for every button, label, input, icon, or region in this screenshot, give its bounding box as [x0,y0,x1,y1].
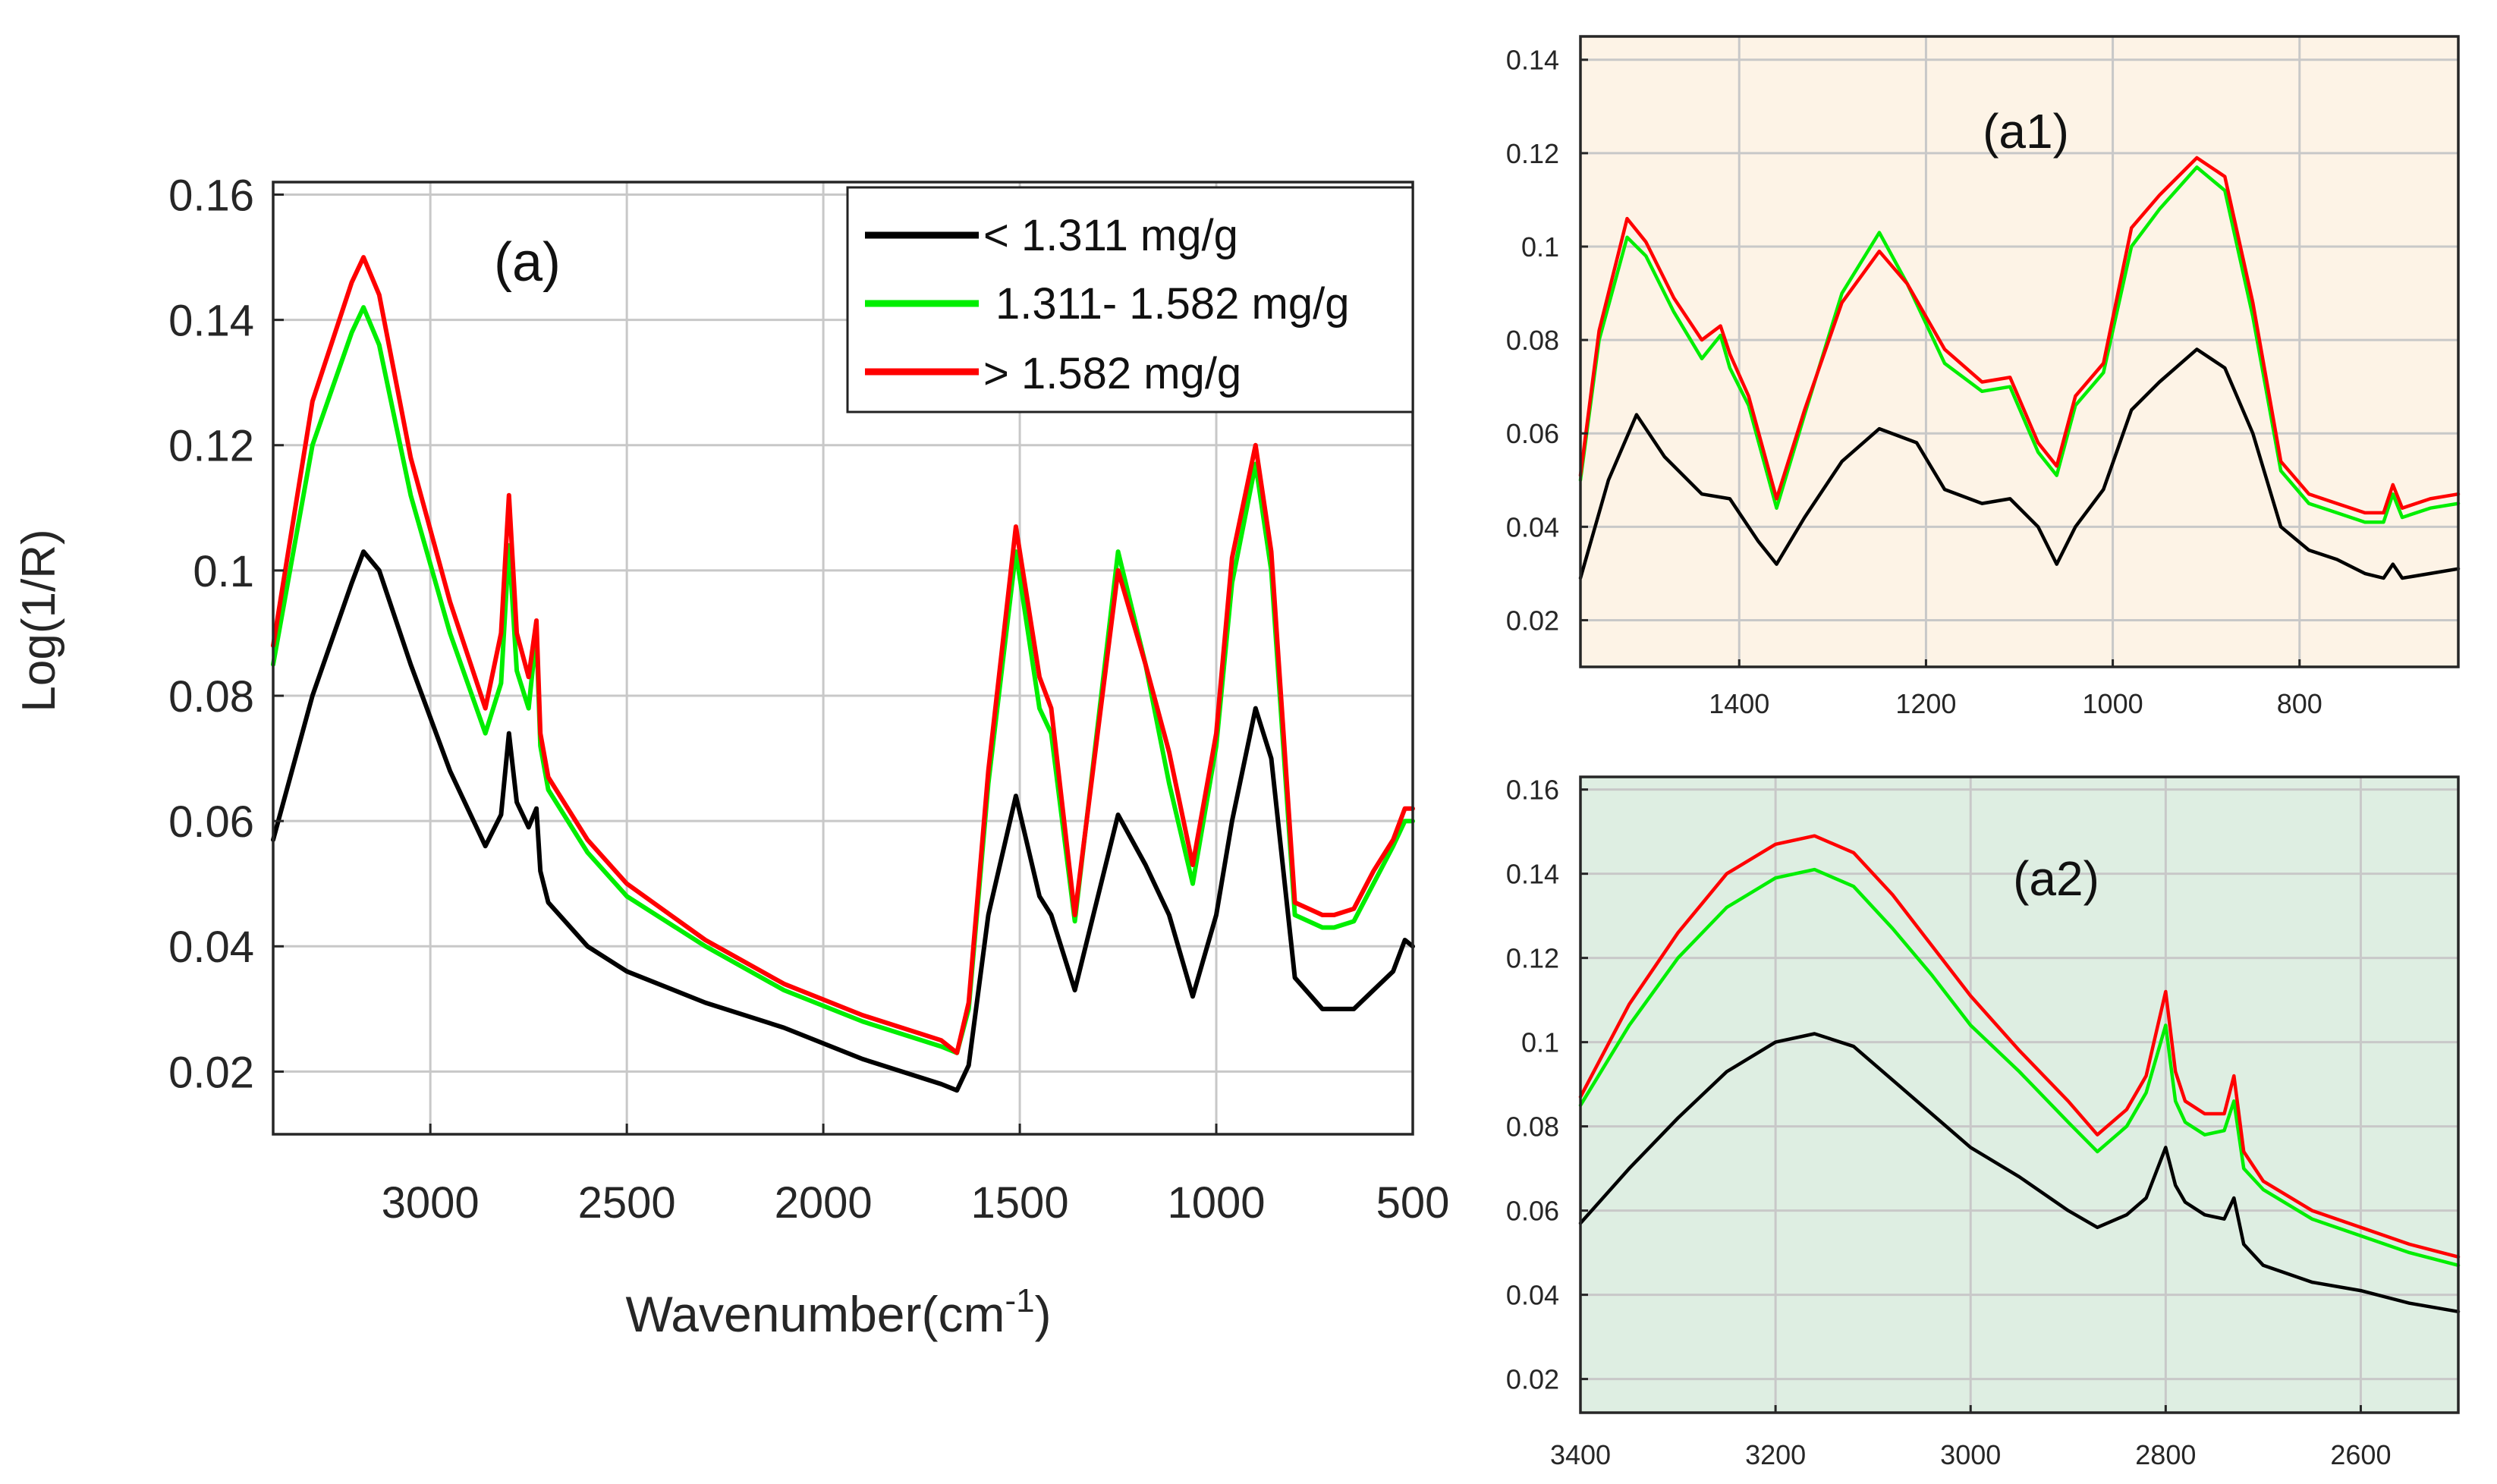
y-tick-label-a1: 0.1 [1521,231,1559,263]
series-line-a2-1 [1578,867,2461,1268]
y-tick-label-a2: 0.1 [1521,1027,1559,1058]
series-line-a-2 [271,255,1415,1055]
x-tick-label-a2: 3200 [1745,1439,1806,1470]
y-tick-label-a1: 0.14 [1506,45,1559,76]
y-tick-label-a: 0.1 [193,547,254,596]
y-tick-label-a1: 0.06 [1506,418,1559,449]
x-tick-label-a1: 800 [2277,688,2322,719]
legend: < 1.311 mg/g 1.311- 1.582 mg/g > 1.582 m… [846,186,1414,413]
axes-frame-a [272,181,1414,1136]
series-line-a1-2 [1578,156,2461,515]
y-tick-label-a2: 0.12 [1506,943,1559,974]
panel-a2: 3400 3200 3000 2800 2600 0.02 0.04 0.06 0.08 0.1 0… [1506,775,2461,1470]
x-tick-label-a: 2500 [578,1178,676,1228]
panel-title-a1: (a1) [1983,104,2069,159]
x-axis-label: Wavenumber(cm-1) [625,1282,1051,1342]
y-tick-label-a: 0.04 [168,923,254,972]
y-tick-label-a: 0.16 [168,171,254,220]
y-tick-label-a1: 0.12 [1506,138,1559,169]
y-tick-label-a: 0.14 [168,297,254,346]
x-tick-label-a1: 1000 [2083,688,2143,719]
y-axis-label: Log(1/R) [13,529,65,712]
legend-label-high: > 1.582 mg/g [983,349,1241,398]
x-axis-label-close: ) [1035,1286,1052,1342]
x-tick-label-a: 500 [1376,1178,1450,1228]
legend-label-mid: 1.311- 1.582 mg/g [995,279,1349,329]
series-line-a-0 [271,549,1415,1093]
y-tick-label-a2: 0.16 [1506,775,1559,806]
x-tick-label-a2: 3400 [1550,1439,1611,1470]
y-tick-label-a: 0.08 [168,672,254,722]
y-tick-label-a: 0.12 [168,422,254,471]
x-tick-label-a1: 1400 [1709,688,1769,719]
x-tick-label-a: 3000 [382,1178,480,1228]
y-tick-label-a1: 0.04 [1506,511,1559,542]
y-tick-label-a: 0.06 [168,797,254,847]
panel-title-a: (a) [494,232,561,293]
y-tick-label-a2: 0.08 [1506,1111,1559,1143]
x-tick-label-a2: 2800 [2135,1439,2196,1470]
legend-label-low: < 1.311 mg/g [983,211,1238,260]
series-line-a2-0 [1578,1032,2461,1314]
y-tick-label-a1: 0.08 [1506,325,1559,356]
panel-a1: 1400 1200 1000 800 0.02 0.04 0.06 0.08 0.1 0.12 0.… [1506,35,2461,719]
y-tick-label-a2: 0.02 [1506,1364,1559,1395]
x-axis-label-superscript: -1 [1005,1282,1034,1319]
x-tick-label-a: 1000 [1168,1178,1266,1228]
axes-frame-a1 [1579,35,2460,668]
series-line-a2-2 [1578,834,2461,1259]
axes-frame-a2 [1579,775,2460,1414]
x-tick-label-a2: 2600 [2330,1439,2391,1470]
y-tick-label-a2: 0.04 [1506,1280,1559,1311]
y-tick-label-a2: 0.06 [1506,1196,1559,1227]
x-tick-label-a2: 3000 [1940,1439,2001,1470]
series-line-a1-0 [1578,347,2461,580]
plot-area-a2 [1580,777,2458,1413]
y-tick-label-a: 0.02 [168,1048,254,1097]
y-tick-label-a1: 0.02 [1506,605,1559,636]
y-tick-label-a2: 0.14 [1506,859,1559,890]
series-line-a1-1 [1578,165,2461,524]
x-tick-label-a1: 1200 [1895,688,1956,719]
x-tick-label-a: 2000 [775,1178,873,1228]
x-tick-label-a: 1500 [971,1178,1069,1228]
panel-title-a2: (a2) [2013,851,2099,906]
x-axis-label-main: Wavenumber(cm [625,1286,1005,1342]
